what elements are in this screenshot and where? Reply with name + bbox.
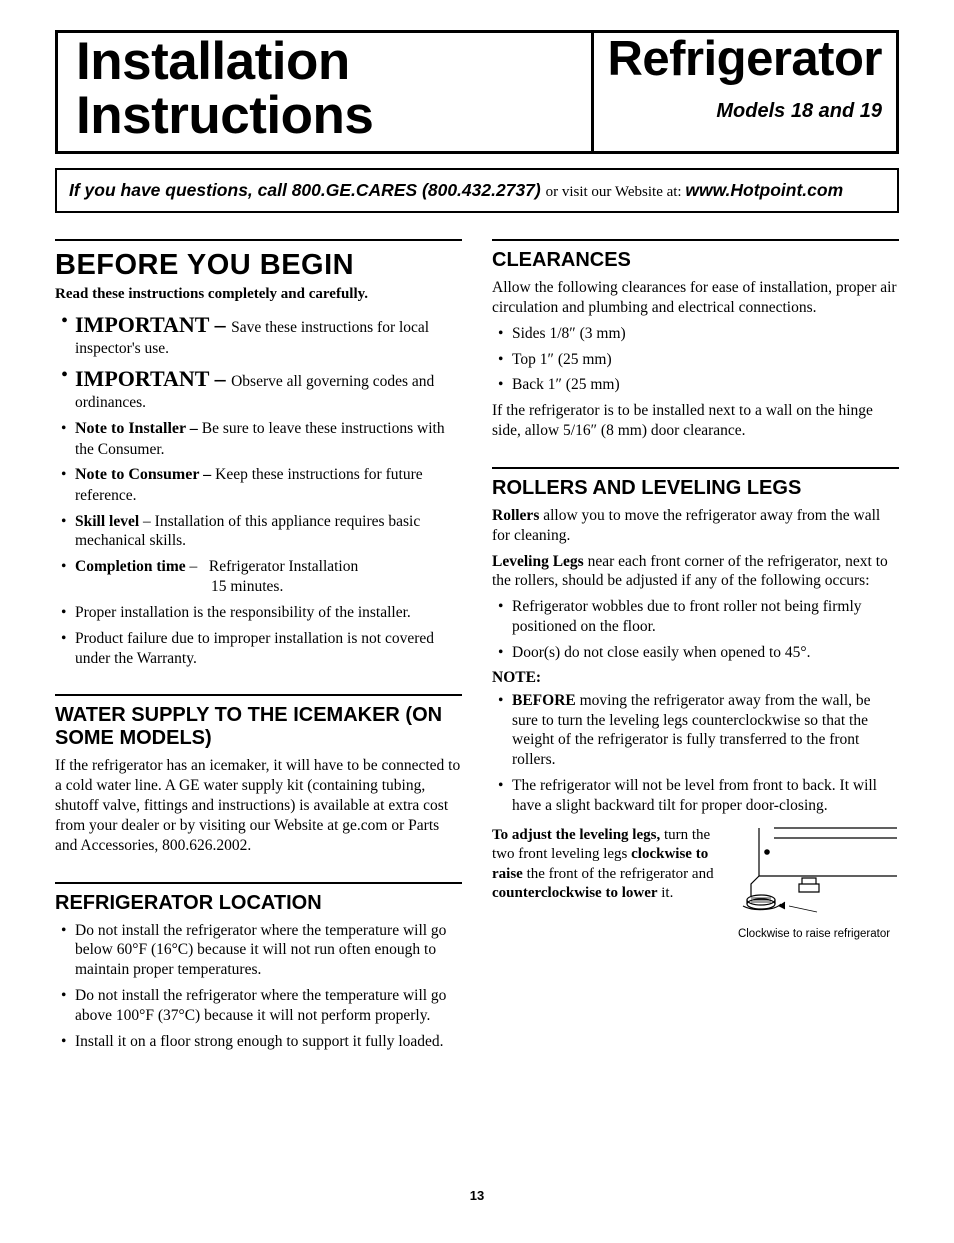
before-item: Proper installation is the responsibilit… [61,603,462,623]
clearances-intro: Allow the following clearances for ease … [492,278,899,318]
before-item: Completion time – Refrigerator Installat… [61,557,462,597]
location-heading: REFRIGERATOR LOCATION [55,892,462,915]
clearances-outro: If the refrigerator is to be installed n… [492,401,899,441]
rollers-cond-list: Refrigerator wobbles due to front roller… [492,597,899,662]
diagram-caption: Clockwise to raise refrigerator [729,928,899,941]
main-title: Installation Instructions [76,35,573,143]
rollers-p1: Rollers allow you to move the refrigerat… [492,506,899,546]
clearances-heading: CLEARANCES [492,249,899,272]
location-list: Do not install the refrigerator where th… [55,921,462,1052]
models-label: Models 18 and 19 [608,100,882,123]
contact-box: If you have questions, call 800.GE.CARES… [55,168,899,213]
right-column: CLEARANCES Allow the following clearance… [492,239,899,1077]
title-left: Installation Instructions [58,33,591,151]
before-intro: Read these instructions completely and c… [55,286,462,303]
clearances-item: Back 1″ (25 mm) [498,375,899,395]
before-item: IMPORTANT – Save these instructions for … [61,311,462,359]
before-heading: BEFORE YOU BEGIN [55,249,462,282]
rollers-note-item: The refrigerator will not be level from … [498,776,899,816]
clearances-list: Sides 1/8″ (3 mm) Top 1″ (25 mm) Back 1″… [492,324,899,395]
rollers-notes-list: BEFORE moving the refrigerator away from… [492,691,899,816]
water-heading: WATER SUPPLY TO THE ICEMAKER (ON SOME MO… [55,704,462,750]
location-item: Do not install the refrigerator where th… [61,986,462,1026]
contact-lead: If you have questions, call 800.GE.CARES… [69,180,546,200]
contact-url: www.Hotpoint.com [685,180,843,200]
clearances-item: Sides 1/8″ (3 mm) [498,324,899,344]
contact-mid: or visit our Website at: [546,184,686,200]
before-item: IMPORTANT – Observe all governing codes … [61,365,462,413]
leveling-text: To adjust the leveling legs, turn the tw… [492,826,717,904]
clearances-item: Top 1″ (25 mm) [498,350,899,370]
section-clearances: CLEARANCES Allow the following clearance… [492,239,899,441]
rollers-note-item: BEFORE moving the refrigerator away from… [498,691,899,770]
section-water-supply: WATER SUPPLY TO THE ICEMAKER (ON SOME MO… [55,694,462,855]
leveling-diagram: Clockwise to raise refrigerator [729,826,899,941]
content-columns: BEFORE YOU BEGIN Read these instructions… [55,239,899,1077]
location-item: Do not install the refrigerator where th… [61,921,462,980]
section-location: REFRIGERATOR LOCATION Do not install the… [55,882,462,1052]
left-column: BEFORE YOU BEGIN Read these instructions… [55,239,462,1077]
rollers-heading: ROLLERS AND LEVELING LEGS [492,477,899,500]
section-rollers: ROLLERS AND LEVELING LEGS Rollers allow … [492,467,899,941]
before-item: Note to Installer – Be sure to leave the… [61,419,462,459]
before-item: Skill level – Installation of this appli… [61,512,462,552]
before-list: IMPORTANT – Save these instructions for … [55,311,462,668]
title-box: Installation Instructions Refrigerator M… [55,30,899,154]
before-item: Product failure due to improper installa… [61,629,462,669]
section-before-you-begin: BEFORE YOU BEGIN Read these instructions… [55,239,462,668]
leveling-leg-icon [729,826,899,921]
title-right: Refrigerator Models 18 and 19 [594,33,896,151]
rollers-cond-item: Refrigerator wobbles due to front roller… [498,597,899,637]
rollers-cond-item: Door(s) do not close easily when opened … [498,643,899,663]
page-number: 13 [55,1188,899,1203]
location-item: Install it on a floor strong enough to s… [61,1032,462,1052]
note-label: NOTE: [492,669,899,687]
water-para: If the refrigerator has an icemaker, it … [55,756,462,855]
leveling-row: To adjust the leveling legs, turn the tw… [492,826,899,941]
product-title: Refrigerator [608,35,882,84]
before-item: Note to Consumer – Keep these instructio… [61,465,462,505]
rollers-p2: Leveling Legs near each front corner of … [492,552,899,592]
